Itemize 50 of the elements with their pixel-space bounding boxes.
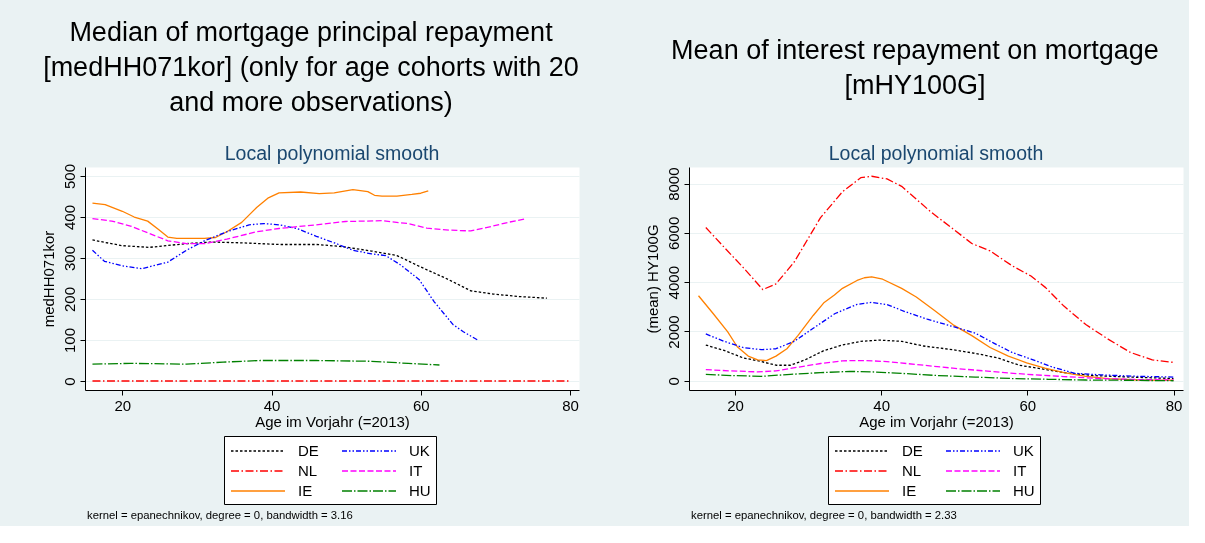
x-tick-label: 60 [412, 396, 430, 414]
line-series [91, 218, 526, 245]
legend-label: DE [902, 442, 923, 459]
y-tick-label: 2000 [664, 315, 682, 349]
line-series [91, 239, 548, 299]
y-tick-label: 8000 [664, 167, 682, 201]
legend-label: NL [298, 462, 318, 479]
text: kernel = epanechnikov, degree = 0, bandwidth = 2.33 [691, 509, 957, 521]
chart-title: Median of mortgage principal repayment [medHH071kor] (only for age cohorts with 20 and more observations) [43, 17, 579, 117]
line-series [705, 359, 1175, 381]
legend-label: HU [1013, 482, 1035, 499]
y-tick-label: 200 [60, 286, 78, 313]
x-tick-label: 60 [1019, 396, 1037, 414]
line-series [705, 175, 1174, 363]
legend-label: IT [1013, 462, 1027, 479]
x-tick-label: 20 [727, 396, 744, 414]
y-tick-label: 4000 [664, 266, 682, 300]
y-tick-label: 6000 [664, 216, 682, 251]
legend-label: IE [298, 482, 313, 499]
line-series [91, 222, 479, 342]
legend-label: NL [902, 462, 922, 479]
y-axis-title: medHH071kor [39, 230, 57, 328]
y-tick-label: 0 [664, 377, 682, 386]
legend-label: IT [409, 462, 423, 479]
chart-subtitle: Local polynomial smooth [828, 142, 1044, 164]
legend-label: IE [902, 482, 917, 499]
x-tick-label: 80 [562, 396, 579, 414]
line-series [705, 301, 1175, 378]
x-tick-label: 80 [1165, 396, 1183, 414]
x-tick-label: 40 [263, 396, 281, 414]
text: kernel = epanechnikov, degree = 0, bandwidth = 3.16 [87, 509, 353, 521]
line-series [91, 188, 429, 239]
legend-label: UK [409, 442, 430, 459]
legend-label: DE [298, 442, 319, 459]
x-axis-title: Age im Vorjahr (=2013) [859, 412, 1014, 430]
line-series [705, 370, 1175, 382]
y-tick-label: 100 [60, 327, 78, 353]
y-tick-label: 300 [60, 245, 78, 272]
line-series [705, 339, 1175, 380]
chart-title: Mean of interest repayment on mortgage [mHY100G] [671, 34, 1159, 100]
legend-label: UK [1013, 442, 1034, 459]
chart-subtitle: Local polynomial smooth [224, 142, 440, 164]
y-tick-label: 0 [60, 377, 78, 386]
y-axis-title: (mean) HY100G [643, 224, 661, 334]
legend-label: HU [409, 482, 431, 499]
x-axis-title: Age im Vorjahr (=2013) [255, 412, 410, 430]
y-tick-label: 400 [60, 205, 78, 231]
x-tick-label: 20 [114, 396, 132, 414]
x-tick-label: 40 [873, 396, 891, 414]
y-tick-label: 500 [60, 164, 78, 190]
